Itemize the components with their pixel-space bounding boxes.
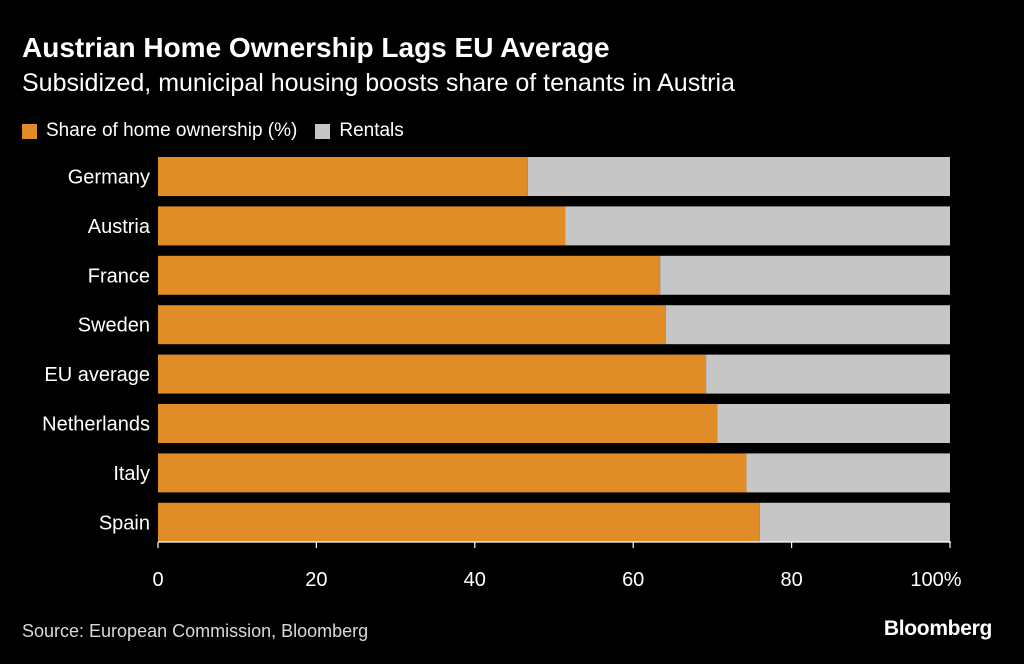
x-tick-label-5: 100%: [910, 569, 961, 591]
bar-ownership-4: [158, 354, 707, 394]
source-note: Source: European Commission, Bloomberg: [22, 621, 369, 641]
bar-ownership-7: [158, 502, 760, 542]
bar-rentals-1: [565, 206, 950, 246]
bar-ownership-6: [158, 453, 747, 493]
legend-swatch-ownership: [22, 123, 37, 139]
bar-rentals-5: [717, 404, 950, 443]
category-label-7: Spain: [99, 512, 150, 534]
bar-rentals-2: [660, 255, 950, 295]
chart-title: Austrian Home Ownership Lags EU Average: [22, 32, 610, 63]
legend-label-ownership: Share of home ownership (%): [46, 120, 298, 141]
bar-rentals-6: [746, 453, 950, 493]
bar-rentals-7: [759, 502, 950, 542]
x-tick-label-3: 60: [622, 569, 644, 591]
legend-item-rentals: Rentals: [315, 120, 404, 142]
x-tick-label-2: 40: [464, 569, 486, 591]
legend-swatch-rentals: [315, 123, 331, 139]
category-label-5: Netherlands: [42, 414, 150, 436]
legend-item-ownership: Share of home ownership (%): [22, 120, 297, 142]
bar-ownership-2: [158, 255, 661, 295]
category-label-2: France: [88, 265, 150, 287]
category-label-3: Sweden: [78, 315, 150, 337]
bar-rentals-0: [527, 157, 950, 196]
bar-rentals-3: [665, 305, 950, 345]
x-tick-label-4: 80: [780, 569, 802, 591]
category-label-0: Germany: [68, 167, 150, 189]
bar-rentals-4: [706, 354, 950, 394]
category-label-1: Austria: [88, 216, 151, 238]
bar-ownership-0: [158, 157, 528, 196]
bar-ownership-1: [158, 206, 566, 246]
legend-label-rentals: Rentals: [339, 120, 404, 141]
x-tick-label-0: 0: [152, 569, 163, 591]
chart-subtitle: Subsidized, municipal housing boosts sha…: [22, 69, 735, 97]
bloomberg-logo: Bloomberg: [883, 617, 992, 640]
x-tick-label-1: 20: [305, 569, 327, 591]
category-label-6: Italy: [113, 463, 150, 485]
bar-ownership-3: [158, 305, 666, 345]
legend: Share of home ownership (%) Rentals: [22, 119, 422, 143]
bar-ownership-5: [158, 404, 718, 443]
category-label-4: EU average: [44, 364, 150, 386]
